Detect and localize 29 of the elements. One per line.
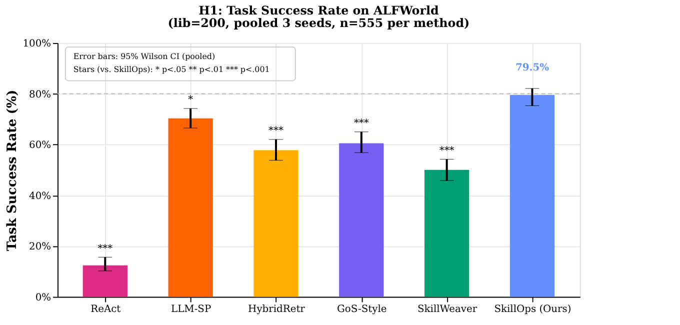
bar bbox=[82, 265, 128, 297]
chart-title: H1: Task Success Rate on ALFWorld bbox=[198, 3, 440, 18]
chart-subtitle: (lib=200, pooled 3 seeds, n=555 per method) bbox=[168, 16, 470, 30]
y-tick-label: 40% bbox=[29, 190, 52, 202]
annotation: Stars (vs. SkillOps): * p<.05 ** p<.01 *** p<.001 bbox=[73, 64, 270, 74]
annotation: * bbox=[188, 94, 194, 106]
bar bbox=[168, 118, 213, 297]
annotation: *** bbox=[354, 118, 369, 129]
y-tick-label: 20% bbox=[29, 242, 52, 253]
annotation: *** bbox=[268, 126, 284, 137]
annotation: Error bars: 95% Wilson CI (pooled) bbox=[73, 52, 216, 61]
y-axis-title: Task Success Rate (%) bbox=[4, 90, 20, 252]
y-tick-label: 80% bbox=[29, 89, 52, 100]
annotation: *** bbox=[439, 145, 454, 156]
annotation: *** bbox=[98, 243, 113, 254]
x-tick-label: SkillWeaver bbox=[417, 304, 478, 316]
bar bbox=[510, 95, 555, 297]
bar bbox=[424, 170, 470, 297]
data-label: 79.5% bbox=[515, 62, 550, 74]
bar bbox=[254, 150, 298, 297]
x-tick-label: GoS-Style bbox=[337, 304, 387, 316]
y-tick-label: 0% bbox=[35, 292, 52, 304]
bar bbox=[339, 143, 384, 297]
x-tick-label: HybridRetr bbox=[248, 304, 306, 316]
x-tick-label: LLM-SP bbox=[171, 304, 212, 316]
x-tick-label: ReAct bbox=[90, 304, 121, 316]
x-tick-label: SkillOps (Ours) bbox=[494, 304, 572, 316]
y-tick-label: 100% bbox=[22, 38, 52, 50]
y-tick-label: 60% bbox=[29, 140, 52, 152]
